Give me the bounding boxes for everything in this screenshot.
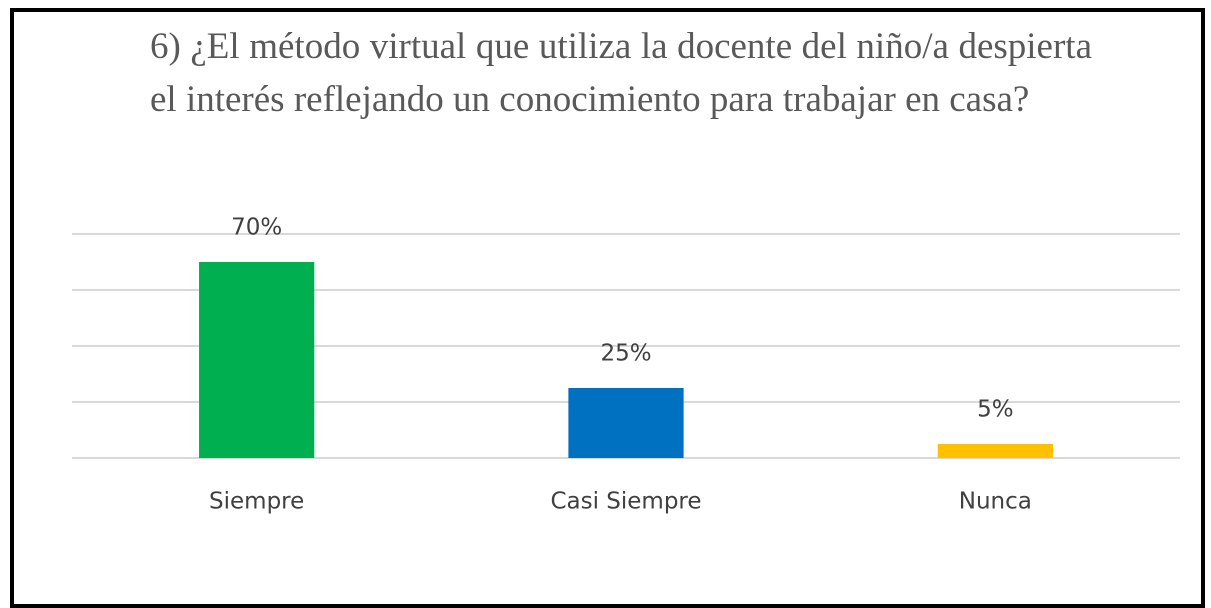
- value-label: 25%: [600, 341, 651, 367]
- bar: [568, 388, 684, 458]
- x-tick-label: Casi Siempre: [550, 489, 701, 515]
- bar: [199, 262, 315, 458]
- x-tick-label: Siempre: [209, 489, 304, 515]
- chart-title: 6) ¿El método virtual que utiliza la doc…: [150, 26, 1092, 120]
- value-label: 5%: [977, 397, 1014, 423]
- bar: [937, 444, 1053, 458]
- x-tick-label: Nunca: [959, 489, 1032, 515]
- value-label: 70%: [231, 215, 282, 241]
